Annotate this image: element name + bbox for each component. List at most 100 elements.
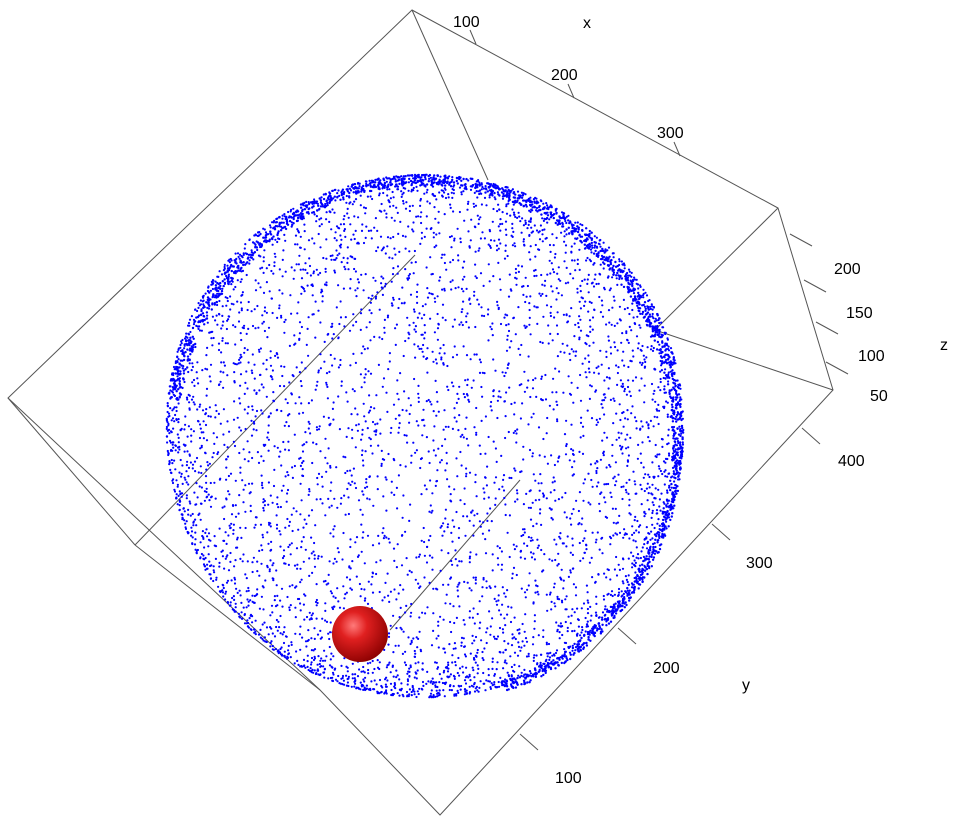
cloud-point bbox=[553, 602, 556, 605]
cloud-point bbox=[580, 523, 583, 526]
cloud-point bbox=[358, 185, 361, 188]
cloud-point bbox=[446, 670, 450, 673]
cloud-point bbox=[578, 315, 581, 318]
cloud-point bbox=[412, 186, 415, 190]
cloud-point bbox=[409, 664, 412, 667]
cloud-point bbox=[667, 452, 671, 455]
cloud-point bbox=[621, 594, 624, 597]
cloud-point bbox=[278, 384, 282, 388]
cloud-point bbox=[648, 475, 651, 479]
cloud-point bbox=[395, 323, 398, 326]
cloud-point bbox=[195, 482, 198, 485]
cloud-point bbox=[656, 522, 659, 525]
cloud-point bbox=[349, 189, 353, 192]
cloud-point bbox=[438, 681, 441, 684]
cloud-point bbox=[629, 436, 632, 439]
cloud-point bbox=[358, 582, 361, 586]
cloud-point bbox=[335, 225, 339, 228]
cloud-point bbox=[616, 349, 619, 352]
cloud-point bbox=[345, 201, 348, 204]
cloud-point bbox=[368, 475, 371, 479]
cloud-point bbox=[512, 230, 515, 233]
cloud-point bbox=[516, 629, 519, 632]
cloud-point bbox=[615, 480, 618, 483]
cloud-point bbox=[288, 606, 291, 609]
cloud-point bbox=[623, 364, 626, 367]
cloud-point bbox=[491, 334, 494, 337]
cloud-point bbox=[478, 192, 481, 196]
cloud-point bbox=[473, 426, 476, 429]
cloud-point bbox=[350, 685, 353, 688]
cloud-point bbox=[271, 632, 274, 635]
cloud-point bbox=[595, 602, 598, 606]
cloud-point bbox=[489, 625, 492, 628]
cloud-point bbox=[647, 423, 650, 426]
cloud-point bbox=[301, 636, 304, 639]
cloud-point bbox=[229, 551, 232, 555]
cloud-point bbox=[506, 338, 509, 341]
cloud-point bbox=[587, 472, 590, 475]
cloud-point bbox=[169, 407, 172, 410]
cloud-point bbox=[325, 620, 329, 624]
cloud-point bbox=[544, 398, 548, 401]
cloud-point bbox=[609, 543, 612, 546]
cloud-point bbox=[354, 407, 357, 410]
cloud-point bbox=[302, 536, 305, 539]
cloud-point bbox=[631, 308, 634, 312]
cloud-point bbox=[368, 179, 371, 182]
cloud-point bbox=[436, 469, 439, 472]
cloud-point bbox=[217, 348, 221, 352]
cloud-point bbox=[367, 229, 370, 232]
cloud-point bbox=[614, 507, 617, 510]
cloud-point bbox=[641, 546, 644, 549]
cloud-point bbox=[419, 650, 423, 653]
cloud-point bbox=[199, 427, 202, 430]
cloud-point bbox=[232, 532, 235, 535]
cloud-point bbox=[254, 619, 257, 622]
cloud-point bbox=[207, 464, 210, 467]
cloud-point bbox=[455, 693, 458, 696]
cloud-point bbox=[602, 267, 605, 270]
cloud-point bbox=[371, 671, 374, 674]
cloud-point bbox=[621, 580, 624, 583]
cloud-point bbox=[549, 311, 552, 314]
cloud-point bbox=[538, 512, 542, 515]
cloud-point bbox=[577, 509, 581, 513]
cloud-point bbox=[463, 679, 467, 682]
cloud-point bbox=[257, 461, 261, 464]
cloud-point bbox=[553, 256, 557, 259]
cloud-point bbox=[374, 217, 377, 220]
cloud-point bbox=[528, 448, 532, 452]
cloud-point bbox=[268, 224, 272, 227]
cloud-point bbox=[524, 219, 527, 222]
cloud-point bbox=[529, 506, 533, 509]
cloud-point bbox=[270, 269, 273, 273]
cloud-point bbox=[577, 326, 580, 329]
cloud-point bbox=[282, 631, 285, 634]
cloud-point bbox=[430, 511, 433, 514]
cloud-point bbox=[204, 452, 207, 455]
cloud-point bbox=[571, 644, 574, 647]
cloud-point bbox=[481, 657, 484, 660]
cloud-point bbox=[284, 475, 287, 478]
cloud-point bbox=[293, 433, 296, 436]
cloud-point bbox=[612, 422, 615, 425]
cloud-point bbox=[181, 492, 184, 495]
cloud-point bbox=[390, 480, 393, 483]
cloud-point bbox=[462, 392, 465, 396]
cloud-point bbox=[343, 229, 346, 232]
cloud-point bbox=[435, 637, 438, 640]
cloud-point bbox=[643, 401, 646, 404]
cloud-point bbox=[535, 522, 538, 525]
cloud-point bbox=[673, 480, 676, 483]
cloud-point bbox=[439, 615, 442, 618]
cloud-point bbox=[348, 329, 352, 332]
cloud-point bbox=[681, 441, 684, 444]
cloud-point bbox=[670, 476, 673, 479]
cloud-point bbox=[444, 196, 448, 200]
cloud-point bbox=[572, 277, 575, 280]
cloud-point bbox=[290, 221, 293, 224]
cloud-point bbox=[443, 213, 446, 216]
cloud-point bbox=[623, 390, 626, 393]
